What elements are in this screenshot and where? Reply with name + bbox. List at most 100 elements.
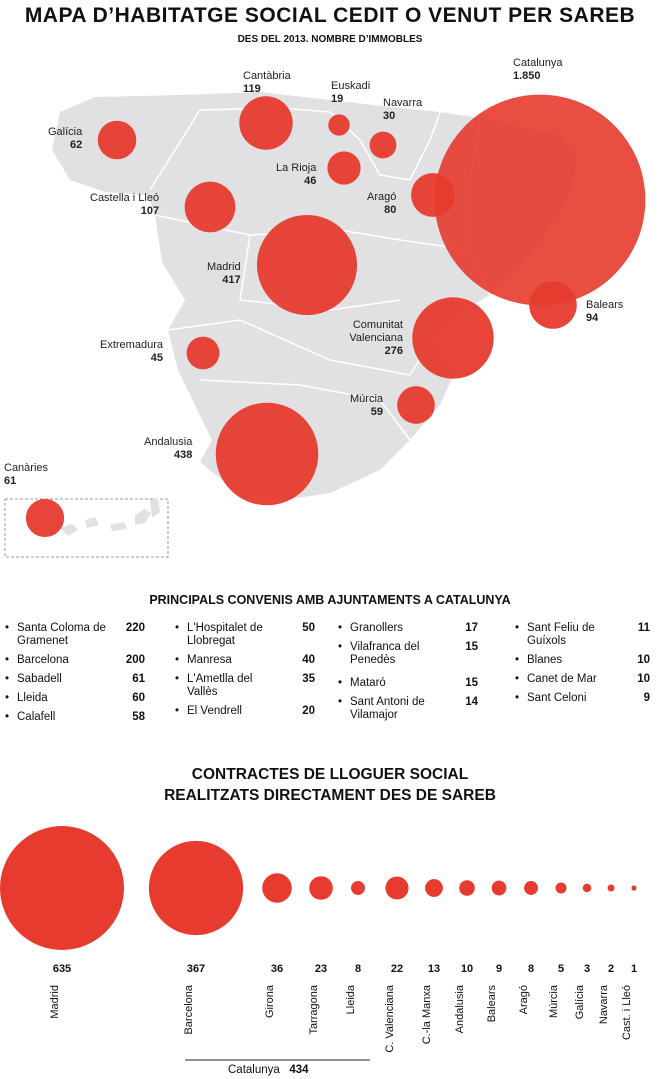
bullet-icon: • [338,622,343,634]
rental-bubble-9 [524,881,538,895]
rental-value: 10 [460,963,474,975]
rental-value: 2 [607,963,615,975]
bullet-icon: • [5,654,10,666]
rental-region-name: Balears [486,985,498,1023]
agreement-count: 40 [302,654,315,666]
municipality-name: Vilafranca del Penedès [350,641,420,666]
rental-region-name: Aragó [518,985,530,1015]
region-name: Madrid [207,261,241,273]
rental-bubble-2 [262,873,292,903]
agreement-count: 35 [302,673,315,685]
map-label: La Rioja 46 [276,162,316,188]
municipality-name: Santa Coloma de Gramenet [17,622,106,647]
map-label: Andalusia 438 [144,436,192,462]
bullet-icon: • [515,673,520,685]
municipality-name: Manresa [187,654,232,666]
municipality-name: Sant Feliu de Guíxols [527,622,595,647]
map-bubble-11 [412,297,494,379]
agreement-count: 14 [465,696,478,708]
region-value: 62 [70,139,83,151]
rental-region-name: Navarra [598,985,610,1025]
region-value: 30 [383,110,396,122]
agreements-title: PRINCIPALS CONVENIS AMB AJUNTAMENTS A CA… [149,593,511,607]
agreement-count: 61 [132,673,145,685]
map-subtitle: DES DEL 2013. NOMBRE D’IMMOBLES [237,34,423,45]
rental-bubble-11 [582,883,592,893]
municipality-name: Sant Celoni [527,692,587,704]
map-bubble-12 [397,386,435,424]
map-bubble-8 [256,214,358,316]
bullet-icon: • [175,654,180,666]
region-value: 80 [384,204,397,216]
region-name: Andalusia [144,436,193,448]
map-label: Múrcia 59 [350,393,383,419]
region-value: 438 [173,449,193,461]
rental-bubble-7 [459,880,475,896]
agreement-count: 15 [465,641,478,653]
rental-bubble-0 [0,826,124,950]
rentals-title-line-1: CONTRACTES DE LLOGUER SOCIAL [191,766,469,783]
rental-region-name: Andalusia [454,985,466,1034]
map-label: Canàries 61 [4,462,48,488]
rental-value: 36 [270,963,284,975]
rental-bubble-5 [385,876,409,900]
map-label: Comunitat Valenciana 276 [343,319,403,358]
map-label: Euskadi 19 [331,80,370,106]
bullet-icon: • [338,677,343,689]
rental-region-name: Madrid [49,985,61,1019]
canaries-inset [4,498,169,558]
rental-bubble-12 [607,884,615,892]
rental-region-name: Girona [264,985,276,1019]
agreement-count: 58 [132,711,145,723]
rental-bubble-13 [631,885,637,891]
catalunya-group-label: Catalunya 434 [228,1064,309,1076]
municipality-name: Calafell [17,711,56,723]
map-label: Balears 94 [586,299,623,325]
region-value: 46 [304,175,317,187]
municipality-name: Canet de Mar [527,673,597,685]
region-value: 276 [384,345,403,357]
region-name: La Rioja [276,162,317,174]
rental-region-name: Galícia [574,985,586,1020]
region-name: Castella i Lleó [90,192,160,204]
region-name: Canàries [4,462,49,474]
agreement-count: 50 [302,622,315,634]
bullet-icon: • [175,673,180,685]
rental-value: 9 [495,963,503,975]
region-value: 417 [222,274,241,286]
map-label: Castella i Lleó 107 [90,192,159,218]
map-bubble-4 [327,151,361,185]
rentals-title-line-2: REALITZATS DIRECTAMENT DES DE SAREB [164,787,496,804]
municipality-name: Blanes [527,654,563,666]
rental-region-name: Cast. i Lleó [621,985,633,1041]
rental-bubble-6 [425,879,443,897]
region-value: 107 [140,205,160,217]
rental-value: 3 [583,963,591,975]
map-label: Extremadura 45 [100,339,163,365]
rental-value: 1 [630,963,638,975]
map-bubble-2 [328,114,350,136]
spain-map [4,92,646,558]
bullet-icon: • [515,654,520,666]
region-value: 94 [586,312,599,324]
map-label: Catalunya 1.850 [513,57,563,83]
rental-region-name: Múrcia [548,985,560,1019]
map-label: Aragó 80 [367,191,396,217]
rental-value: 8 [354,963,362,975]
map-bubble-3 [369,131,397,159]
agreement-count: 200 [125,654,145,666]
bullet-icon: • [338,696,343,708]
rental-value: 367 [186,963,206,975]
map-label: Navarra 30 [383,97,422,123]
bullet-icon: • [5,622,10,634]
map-label: Galícia 62 [48,126,82,152]
rental-bubble-8 [491,880,507,896]
region-value: 19 [331,93,344,105]
agreement-count: 220 [125,622,145,634]
agreement-count: 17 [465,622,478,634]
bullet-icon: • [338,641,343,653]
agreement-count: 9 [643,692,650,704]
agreement-count: 10 [637,654,650,666]
bullet-icon: • [5,673,10,685]
rental-bubble-4 [351,881,365,895]
